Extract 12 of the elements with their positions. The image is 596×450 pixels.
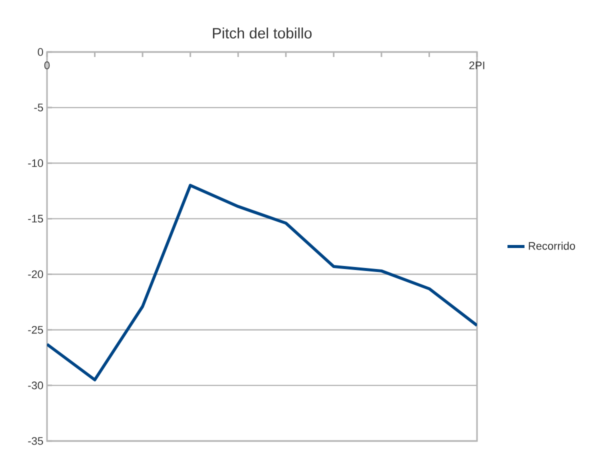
legend-label: Recorrido — [528, 242, 576, 250]
line-series — [47, 184, 478, 382]
y-tick-label: -10 — [28, 159, 44, 168]
chart-title: Pitch del tobillo — [212, 28, 312, 38]
y-tick-label: -35 — [28, 437, 44, 445]
y-tick-label: -5 — [34, 104, 44, 112]
y-tick-label: -30 — [28, 382, 44, 390]
y-tick-label: -25 — [28, 326, 44, 334]
x-tick-label: 2PI — [469, 62, 484, 70]
y-tick-label: -20 — [28, 270, 44, 278]
y-tick-label: 0 — [38, 48, 44, 56]
y-tick-label: -15 — [28, 214, 44, 223]
